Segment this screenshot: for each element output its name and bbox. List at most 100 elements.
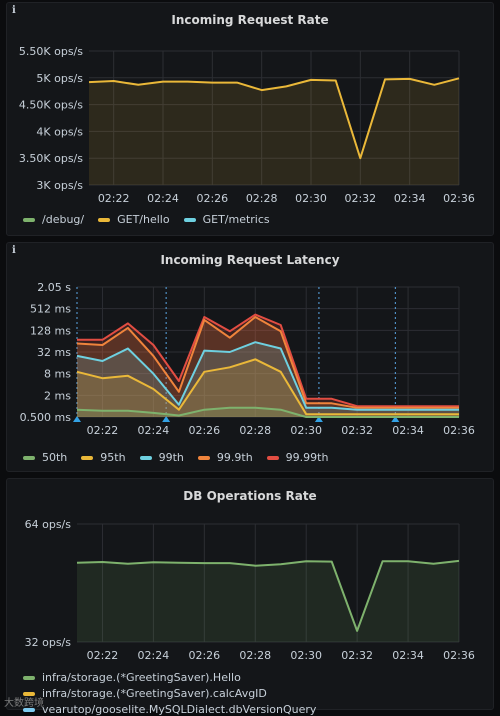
legend-swatch — [139, 455, 152, 460]
panel-incoming-request-rate: i Incoming Request Rate 3K ops/s 3.50K op… — [6, 2, 494, 236]
legend-item[interactable]: 95th — [81, 451, 126, 464]
chart-legend: /debug/GET/hello GET/metrics — [23, 213, 485, 226]
legend-swatch — [23, 217, 35, 222]
panel-incoming-request-latency: i Incoming Request Latency 0.500 ms 2 ms 8… — [6, 242, 494, 472]
x-tick-label: 02:26 — [188, 649, 220, 662]
chart-request-rate: 3K ops/s 3.50K ops/s 4K ops/s 4.50K ops/s 5K… — [19, 45, 475, 205]
y-tick-label: 32 ops/s — [25, 636, 72, 649]
y-tick-label: 128 ms — [30, 324, 71, 337]
legend-item[interactable]: GET/hello — [98, 213, 170, 226]
legend-item[interactable]: 50th — [23, 451, 67, 464]
legend-label: GET/metrics — [202, 213, 270, 226]
panel-title[interactable]: Incoming Request Latency — [160, 253, 340, 267]
y-tick-label: 4K ops/s — [36, 125, 83, 138]
legend-item[interactable]: 99th — [139, 451, 184, 464]
series-line-GET/hello — [88, 77, 460, 160]
legend-swatch — [23, 675, 35, 680]
series-line-infra/storage.(*GreetingSaver).Hello — [76, 559, 460, 632]
x-tick-label: 02:30 — [290, 424, 322, 437]
panel-title[interactable]: Incoming Request Rate — [171, 13, 329, 27]
y-tick-label: 5K ops/s — [36, 72, 83, 85]
annotation-triangle — [73, 416, 81, 422]
panel-info-icon[interactable]: i — [12, 5, 16, 16]
y-tick-label: 512 ms — [30, 303, 71, 316]
y-tick-label: 64 ops/s — [25, 518, 72, 531]
legend-label: vearutop/gooselite.MySQLDialect.dbVersio… — [42, 703, 317, 716]
legend-item[interactable]: infra/storage.(*GreetingSaver).Hello — [23, 671, 241, 684]
legend-label: 99.9th — [216, 451, 253, 464]
x-tick-label: 02:36 — [443, 424, 475, 437]
series-area-99.9th — [77, 317, 459, 417]
legend-swatch — [23, 691, 35, 696]
y-tick-label: 2.05 s — [37, 281, 71, 294]
x-tick-label: 02:34 — [394, 192, 426, 205]
x-tick-label: 02:32 — [341, 424, 373, 437]
legend-swatch — [197, 455, 210, 460]
series-line-99.9th — [76, 316, 459, 409]
x-tick-label: 02:32 — [341, 649, 373, 662]
chart-legend: infra/storage.(*GreetingSaver).Hello infr… — [23, 671, 485, 716]
panel-title[interactable]: DB Operations Rate — [183, 489, 317, 503]
y-tick-label: 0.500 ms — [20, 411, 72, 424]
series-line-99th — [76, 341, 459, 411]
series-area-GET/hello — [89, 78, 459, 185]
legend-item[interactable]: infra/storage.(*GreetingSaver).calcAvgID — [23, 687, 267, 700]
annotation-triangle — [162, 416, 171, 422]
legend-item[interactable]: vearutop/gooselite.MySQLDialect.dbVersio… — [23, 703, 316, 716]
legend-label: /debug/ — [42, 213, 85, 226]
legend-swatch — [98, 217, 111, 222]
watermark: 大数跨境 — [4, 698, 44, 709]
y-tick-label: 4.50K ops/s — [19, 99, 83, 112]
legend-label: GET/hello — [117, 213, 170, 226]
y-tick-label: 5.50K ops/s — [19, 45, 83, 58]
series-area-50th — [77, 407, 459, 417]
legend-swatch — [23, 455, 35, 460]
x-tick-label: 02:32 — [344, 192, 376, 205]
legend-label: 99th — [158, 451, 184, 464]
panel-db-operations-rate: DB Operations Rate 32 ops/s 64 ops/s 02:22… — [6, 478, 494, 716]
y-tick-label: 3K ops/s — [36, 179, 83, 192]
annotation-triangle — [391, 416, 400, 422]
x-tick-label: 02:36 — [443, 192, 475, 205]
x-tick-label: 02:28 — [239, 649, 271, 662]
legend-item[interactable]: /debug/ — [23, 213, 84, 226]
x-tick-label: 02:24 — [138, 649, 170, 662]
panel-info-icon[interactable]: i — [12, 245, 16, 256]
legend-label: infra/storage.(*GreetingSaver).calcAvgID — [42, 687, 267, 700]
legend-label: 99.99th — [285, 451, 329, 464]
x-tick-label: 02:22 — [98, 192, 130, 205]
x-tick-label: 02:36 — [443, 649, 475, 662]
y-tick-label: 32 ms — [37, 346, 71, 359]
legend-label: infra/storage.(*GreetingSaver).Hello — [42, 671, 241, 684]
legend-item[interactable]: 99.99th — [266, 451, 329, 464]
x-tick-label: 02:28 — [246, 192, 278, 205]
chart-request-latency: 0.500 ms 2 ms 8 ms 32 ms 128 ms 512 ms 2.05 s 0… — [20, 281, 475, 437]
x-tick-label: 02:24 — [147, 192, 179, 205]
x-tick-label: 02:22 — [87, 424, 119, 437]
x-tick-label: 02:34 — [392, 424, 424, 437]
y-tick-label: 8 ms — [44, 368, 71, 381]
legend-swatch — [23, 707, 35, 712]
annotation-triangle — [314, 416, 323, 422]
legend-item[interactable]: GET/metrics — [183, 213, 270, 226]
x-tick-label: 02:22 — [87, 649, 119, 662]
series-area-95th — [77, 359, 459, 417]
series-area-infra/storage.(*GreetingSaver).Hello — [77, 560, 459, 642]
x-tick-label: 02:30 — [290, 649, 322, 662]
chart-legend: 50th 95th 99th 99.9th 99.99th — [23, 451, 485, 464]
series-line-99.99th — [77, 313, 459, 408]
legend-label: 95th — [100, 451, 126, 464]
x-tick-label: 02:34 — [392, 649, 424, 662]
series-line-95th — [76, 358, 459, 416]
x-tick-label: 02:30 — [295, 192, 327, 205]
x-tick-label: 02:26 — [196, 192, 228, 205]
chart-db-operations-rate: 32 ops/s 64 ops/s 02:22 02:24 02:26 02:28 02:3… — [25, 518, 475, 662]
y-tick-label: 2 ms — [44, 389, 71, 402]
y-tick-label: 3.50K ops/s — [19, 152, 83, 165]
x-tick-label: 02:26 — [188, 424, 220, 437]
x-tick-label: 02:28 — [239, 424, 271, 437]
legend-swatch — [266, 455, 279, 460]
legend-swatch — [81, 455, 94, 460]
legend-item[interactable]: 99.9th — [197, 451, 253, 464]
series-line-50th — [76, 406, 459, 418]
